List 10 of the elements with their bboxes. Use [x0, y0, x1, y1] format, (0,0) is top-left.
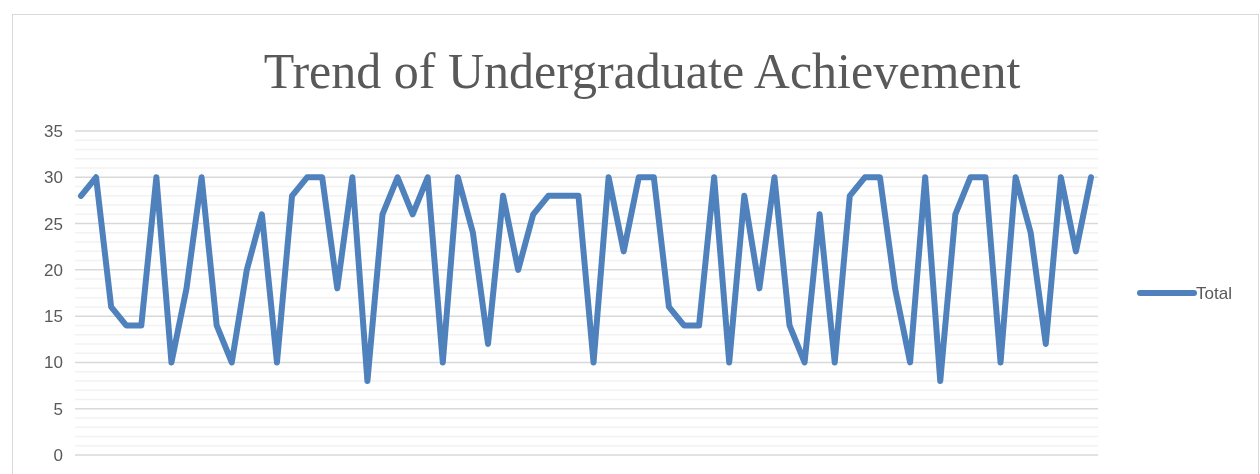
- y-tick-label: 0: [53, 445, 63, 465]
- chart-title: Trend of Undergraduate Achievement: [263, 43, 1021, 99]
- y-tick-label: 25: [44, 214, 63, 234]
- y-tick-label: 10: [44, 353, 63, 373]
- y-tick-label: 15: [44, 307, 63, 327]
- legend-label: Total: [1196, 284, 1232, 303]
- y-tick-label: 35: [44, 121, 63, 141]
- y-tick-label: 30: [44, 168, 63, 188]
- y-tick-label: 5: [53, 399, 63, 419]
- y-tick-label: 20: [44, 260, 63, 280]
